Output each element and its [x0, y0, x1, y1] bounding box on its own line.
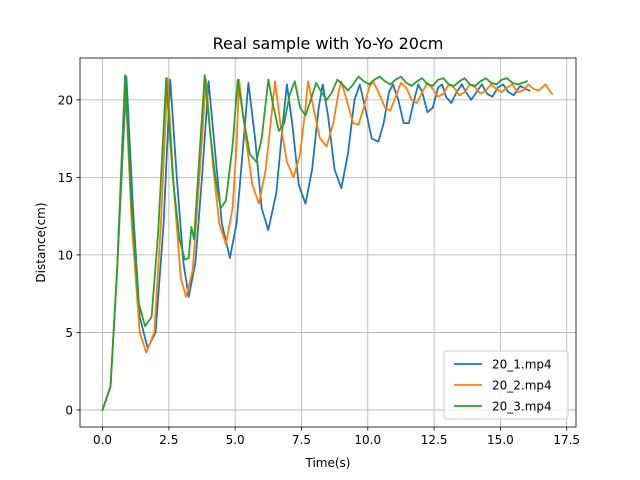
x-axis-ticks: 0.0 2.5 5.0 7.5 10.0 12.5 15.0 17.5 — [93, 427, 580, 447]
y-tick-label: 5 — [65, 326, 73, 340]
y-tick-label: 10 — [58, 248, 73, 262]
series-line-2 — [101, 77, 554, 412]
x-tick-label: 17.5 — [553, 433, 580, 447]
chart-title: Real sample with Yo-Yo 20cm — [213, 34, 444, 53]
legend-label-2: 20_2.mp4 — [492, 379, 552, 393]
y-axis-label: Distance(cm) — [34, 202, 48, 282]
y-tick-label: 20 — [58, 93, 73, 107]
y-axis-ticks: 0 5 10 15 20 — [58, 93, 80, 417]
series-lines — [101, 74, 554, 412]
legend: 20_1.mp4 20_2.mp4 20_3.mp4 — [443, 350, 569, 420]
legend-box — [443, 350, 569, 420]
legend-label-3: 20_3.mp4 — [492, 400, 552, 414]
x-tick-label: 12.5 — [421, 433, 448, 447]
y-tick-label: 15 — [58, 171, 73, 185]
y-tick-label: 0 — [65, 403, 73, 417]
x-tick-label: 5.0 — [226, 433, 245, 447]
x-tick-label: 0.0 — [93, 433, 112, 447]
legend-label-1: 20_1.mp4 — [492, 358, 552, 372]
x-tick-label: 15.0 — [487, 433, 514, 447]
x-tick-label: 10.0 — [354, 433, 381, 447]
x-tick-label: 2.5 — [159, 433, 178, 447]
x-tick-label: 7.5 — [292, 433, 311, 447]
series-line-1 — [101, 75, 531, 412]
plot-frame — [79, 57, 577, 428]
series-line-3 — [101, 74, 529, 412]
x-axis-label: Time(s) — [305, 456, 351, 470]
